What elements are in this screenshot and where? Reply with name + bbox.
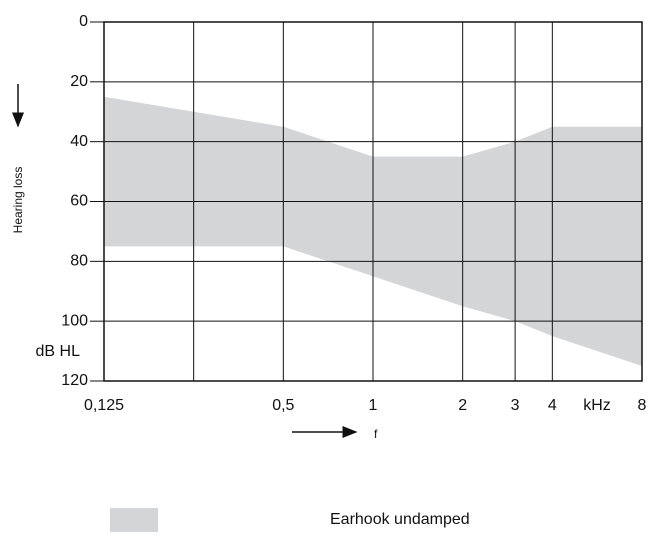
x-tick-label: 1: [369, 397, 378, 414]
y-tick-label: 60: [70, 193, 88, 210]
legend-swatch: [110, 508, 158, 532]
y-axis-label: Hearing loss: [11, 167, 25, 234]
x-unit: kHz: [583, 397, 611, 414]
x-tick-label: 4: [548, 397, 557, 414]
plot-frame: [103, 21, 643, 382]
y-tick-label: 120: [61, 372, 88, 389]
legend-label: Earhook undamped: [330, 511, 470, 528]
y-tick-label: 0: [79, 13, 88, 30]
y-tick-label: 80: [70, 253, 88, 270]
x-tick-label: 3: [511, 397, 520, 414]
y-tick-label: 20: [70, 73, 88, 90]
x-tick-label: 0,125: [84, 397, 124, 414]
x-tick-label: 0,5: [272, 397, 294, 414]
y-unit: dB HL: [36, 343, 81, 360]
y-tick-label: 40: [70, 133, 88, 150]
x-tick-label: 8: [638, 397, 647, 414]
x-axis-label: f: [374, 427, 378, 441]
y-tick-label: 100: [61, 312, 88, 329]
x-tick-label: 2: [458, 397, 467, 414]
